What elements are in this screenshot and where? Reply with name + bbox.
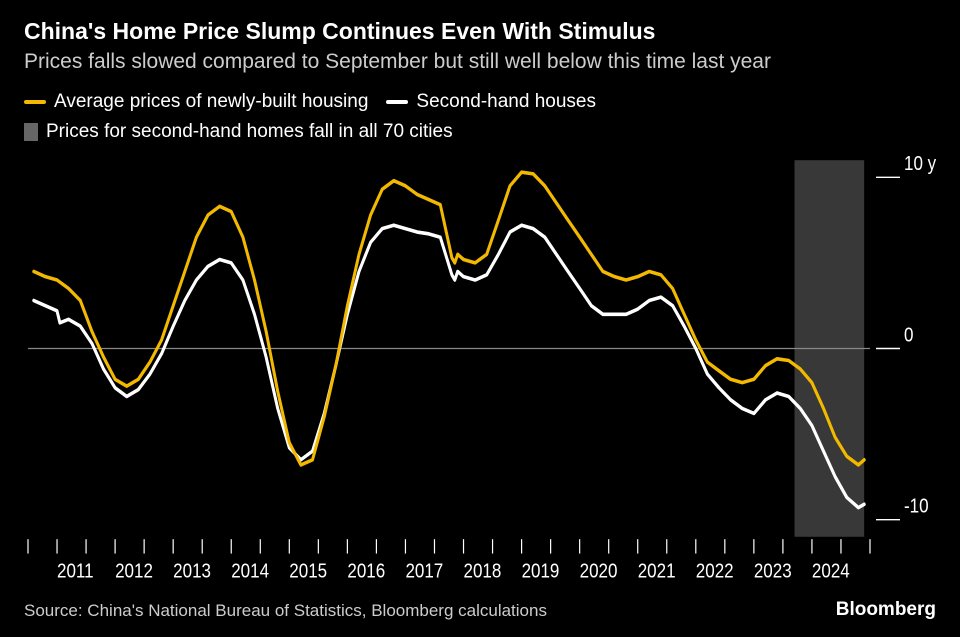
legend-label-second-hand: Second-hand houses [416,91,596,113]
x-tick-label: 2011 [57,559,94,582]
x-tick-label: 2022 [696,559,734,582]
series-second-hand [34,225,864,507]
legend-item-shade: Prices for second-hand homes fall in all… [24,121,936,143]
x-tick-label: 2013 [173,559,211,582]
x-tick-label: 2021 [638,559,676,582]
x-tick-label: 2020 [580,559,618,582]
chart-subtitle: Prices falls slowed compared to Septembe… [24,49,936,75]
x-tick-label: 2024 [812,559,850,582]
legend-swatch-newly-built [24,100,46,104]
x-tick-label: 2017 [405,559,443,582]
legend-item-second-hand: Second-hand houses [386,91,596,113]
chart-legend: Average prices of newly-built housing Se… [24,91,936,143]
chart-source: Source: China's National Bureau of Stati… [24,601,547,621]
series-newly-built [34,172,864,465]
legend-label-newly-built: Average prices of newly-built housing [54,91,368,113]
y-tick-label: 10 y/y [904,153,936,174]
legend-swatch-shade [24,123,38,141]
x-tick-label: 2018 [464,559,502,582]
x-tick-label: 2019 [522,559,560,582]
x-tick-label: 2023 [754,559,792,582]
x-tick-label: 2012 [115,559,153,582]
y-tick-label: -10 [904,494,929,517]
brand-label: Bloomberg [836,599,936,621]
chart-svg: 2011 2012 2013 2014 2015 2016 2017 2018 2019 2020… [24,153,936,585]
y-tick-label: 0 [904,323,913,346]
x-tick-label: 2016 [347,559,385,582]
legend-label-shade: Prices for second-hand homes fall in all… [46,121,453,143]
chart-plot-area: 2011 2012 2013 2014 2015 2016 2017 2018 2019 2020… [24,153,936,585]
chart-title: China's Home Price Slump Continues Even … [24,18,936,45]
legend-swatch-second-hand [386,100,408,104]
x-tick-label: 2014 [231,559,269,582]
x-tick-label: 2015 [289,559,327,582]
legend-item-newly-built: Average prices of newly-built housing [24,91,368,113]
